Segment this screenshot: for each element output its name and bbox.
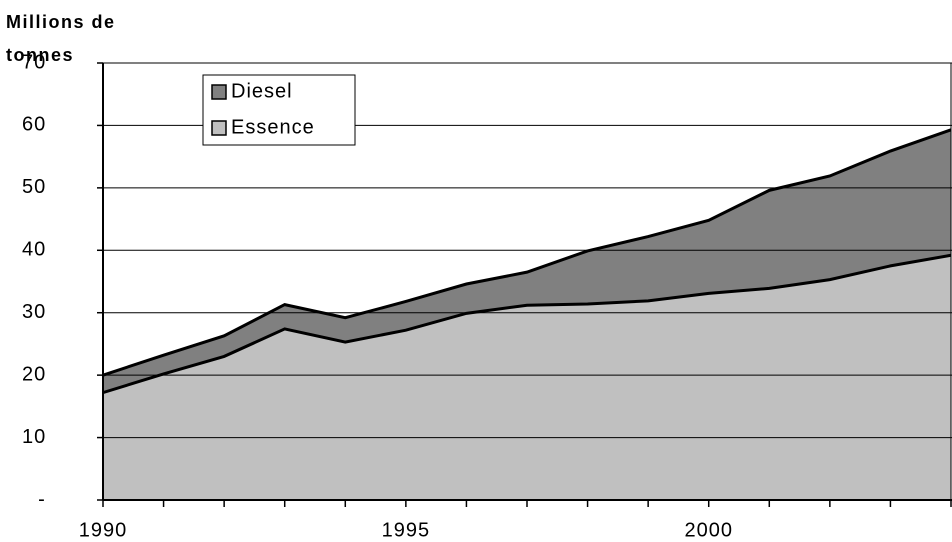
area-edge <box>102 253 952 395</box>
x-tick-label: 2000 <box>684 519 733 541</box>
area <box>103 255 951 500</box>
area-edge <box>102 128 952 377</box>
legend-label: Essence <box>231 116 315 138</box>
y-tick-label: 10 <box>22 426 46 448</box>
y-tick-label: - <box>38 488 46 510</box>
x-tick-label: 1990 <box>79 519 128 541</box>
legend-label: Diesel <box>231 80 293 102</box>
y-tick-label: 30 <box>22 301 46 323</box>
legend: Diesel Essence <box>202 74 356 146</box>
y-tick-label: 20 <box>22 363 46 385</box>
y-axis-label: Millions de tonnes <box>6 12 116 65</box>
legend-swatch <box>211 84 227 100</box>
x-tick-label: 1995 <box>382 519 431 541</box>
area <box>103 129 951 393</box>
legend-swatch <box>211 120 227 136</box>
legend-box <box>202 74 356 146</box>
y-tick-label: 70 <box>22 51 46 73</box>
y-tick-label: 60 <box>22 114 46 136</box>
y-tick-label: 50 <box>22 176 46 198</box>
y-tick-label: 40 <box>22 239 46 261</box>
